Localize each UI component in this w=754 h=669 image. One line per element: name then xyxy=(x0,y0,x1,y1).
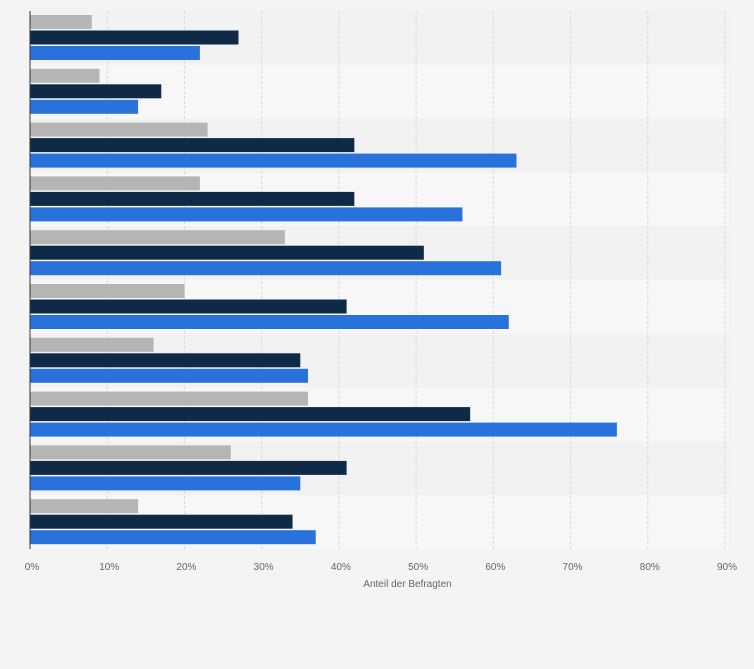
bar xyxy=(30,68,100,83)
bar xyxy=(30,391,308,406)
bar xyxy=(30,445,231,460)
x-tick-label: 20% xyxy=(176,562,196,573)
bar xyxy=(30,207,463,222)
bar xyxy=(30,499,139,514)
bar xyxy=(30,138,355,153)
bar xyxy=(30,476,301,491)
bar xyxy=(30,337,154,352)
bars xyxy=(30,15,617,545)
category-group xyxy=(30,391,617,437)
x-tick-label: 80% xyxy=(640,562,660,573)
x-axis-title: Anteil der Befragten xyxy=(363,579,451,590)
bar xyxy=(30,261,502,276)
x-tick-label: 70% xyxy=(563,562,583,573)
category-group xyxy=(30,337,308,383)
bar xyxy=(30,460,347,475)
category-group xyxy=(30,499,316,545)
bar xyxy=(30,46,200,60)
bar xyxy=(30,514,293,529)
bar xyxy=(30,153,517,168)
bar xyxy=(30,245,424,260)
bar xyxy=(30,299,347,314)
x-axis: 0% 10% 20% 30% 40% 50% 60% 70% 80% 90% xyxy=(25,11,737,573)
x-tick-label: 50% xyxy=(408,562,428,573)
x-tick-label: 40% xyxy=(331,562,351,573)
x-tick-label: 60% xyxy=(485,562,505,573)
bar xyxy=(30,30,239,45)
category-group xyxy=(30,68,162,114)
bar xyxy=(30,122,208,137)
bar xyxy=(30,530,316,545)
category-group xyxy=(30,230,502,276)
x-tick-label: 90% xyxy=(717,562,737,573)
x-tick-label: 30% xyxy=(254,562,274,573)
x-tick-label: 0% xyxy=(25,562,40,573)
bar xyxy=(30,99,139,114)
bar xyxy=(30,176,200,191)
bar xyxy=(30,353,301,368)
bar xyxy=(30,407,471,422)
bar xyxy=(30,422,617,437)
bar xyxy=(30,15,92,29)
category-group xyxy=(30,15,239,60)
bar xyxy=(30,230,285,245)
bar xyxy=(30,284,185,298)
bar xyxy=(30,368,308,383)
category-group xyxy=(30,445,347,491)
bar xyxy=(30,84,162,99)
bar xyxy=(30,191,355,206)
category-group xyxy=(30,284,509,329)
bar xyxy=(30,315,509,329)
x-tick-label: 10% xyxy=(99,562,119,573)
category-group xyxy=(30,176,463,222)
category-group xyxy=(30,122,517,168)
